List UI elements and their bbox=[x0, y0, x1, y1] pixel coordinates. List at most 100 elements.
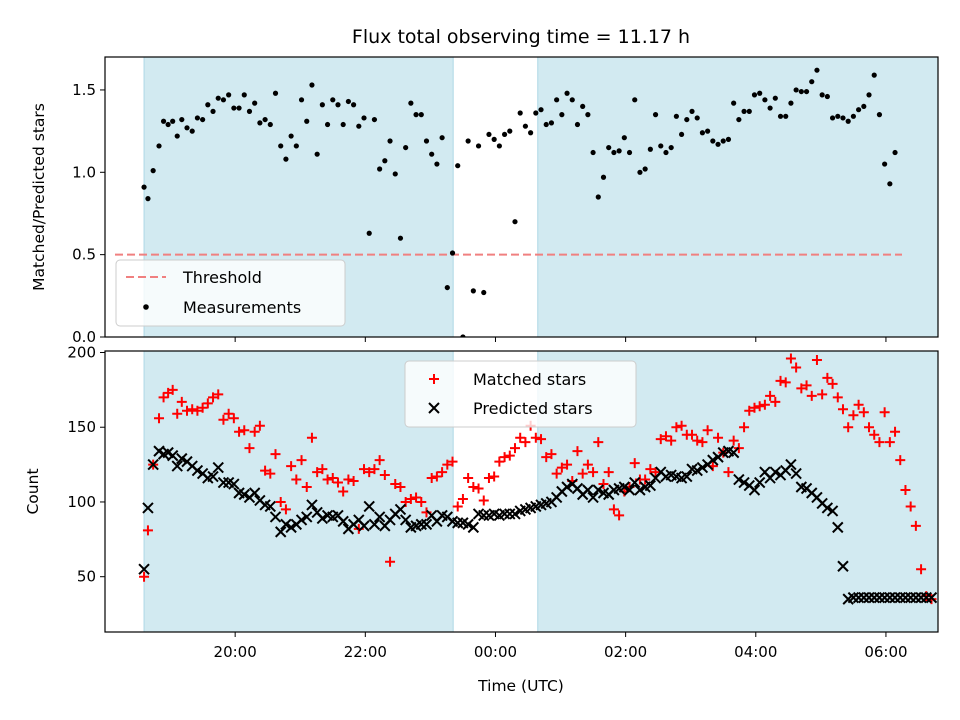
data-point bbox=[364, 467, 375, 478]
data-point bbox=[572, 446, 583, 457]
data-point bbox=[826, 505, 839, 517]
data-point bbox=[295, 514, 308, 526]
data-point bbox=[561, 481, 573, 493]
data-point bbox=[863, 591, 875, 604]
data-point bbox=[809, 79, 815, 85]
x-tick-label: 20:00 bbox=[214, 643, 257, 661]
data-point bbox=[217, 476, 230, 489]
data-point bbox=[577, 468, 588, 479]
data-point bbox=[753, 476, 766, 489]
data-point bbox=[806, 390, 817, 401]
data-point bbox=[803, 88, 810, 95]
data-point bbox=[749, 402, 760, 413]
data-point bbox=[416, 496, 427, 507]
data-point bbox=[418, 112, 424, 118]
data-point bbox=[509, 508, 521, 520]
data-point bbox=[733, 473, 745, 486]
data-point bbox=[814, 67, 820, 73]
data-point bbox=[343, 474, 354, 485]
data-point bbox=[306, 432, 317, 443]
data-point bbox=[618, 481, 631, 493]
data-point bbox=[176, 396, 187, 407]
data-point bbox=[793, 87, 799, 93]
data-point bbox=[728, 435, 739, 446]
y-tick-label: 50 bbox=[77, 568, 96, 586]
data-point bbox=[696, 461, 709, 474]
data-point bbox=[142, 502, 154, 514]
y-tick-label: 100 bbox=[67, 493, 96, 511]
data-point bbox=[673, 113, 679, 119]
data-point bbox=[848, 410, 859, 421]
data-point bbox=[415, 518, 427, 531]
data-point bbox=[187, 404, 198, 415]
data-point bbox=[699, 130, 706, 136]
data-point bbox=[262, 116, 268, 123]
data-point bbox=[640, 474, 651, 485]
data-point bbox=[777, 113, 784, 119]
data-point bbox=[316, 512, 329, 525]
data-point bbox=[468, 482, 479, 493]
data-point bbox=[465, 138, 471, 144]
data-point bbox=[394, 503, 407, 516]
data-point bbox=[655, 434, 666, 445]
data-point bbox=[652, 112, 659, 118]
data-point bbox=[359, 464, 370, 475]
data-point bbox=[644, 479, 657, 492]
data-point bbox=[762, 97, 768, 103]
data-point bbox=[616, 148, 622, 154]
data-point bbox=[167, 384, 178, 395]
data-point bbox=[236, 105, 242, 111]
data-point bbox=[145, 196, 151, 202]
data-point bbox=[377, 166, 383, 172]
data-point bbox=[678, 131, 685, 138]
data-point bbox=[788, 100, 794, 106]
data-point bbox=[358, 520, 370, 532]
data-point bbox=[340, 121, 346, 128]
data-point bbox=[447, 456, 458, 467]
data-point bbox=[731, 100, 737, 106]
data-point bbox=[327, 473, 338, 484]
data-point bbox=[629, 458, 640, 469]
data-point bbox=[457, 493, 468, 504]
legend-threshold-label: Threshold bbox=[182, 268, 262, 287]
data-point bbox=[770, 396, 781, 407]
data-point bbox=[598, 479, 609, 490]
data-point bbox=[827, 378, 838, 389]
data-point bbox=[272, 90, 279, 96]
shaded-span-0 bbox=[143, 351, 454, 632]
y-axis-label: Matched/Predicted stars bbox=[30, 103, 48, 291]
data-point bbox=[765, 390, 776, 401]
data-point bbox=[139, 571, 150, 582]
data-point bbox=[509, 443, 520, 454]
data-point bbox=[929, 0, 934, 3]
data-point bbox=[348, 476, 359, 487]
data-point bbox=[504, 508, 516, 520]
data-point bbox=[634, 484, 646, 496]
data-point bbox=[176, 452, 188, 465]
data-point bbox=[197, 402, 208, 413]
data-point bbox=[368, 518, 381, 531]
data-point bbox=[587, 491, 599, 504]
data-point bbox=[835, 113, 841, 119]
data-point bbox=[541, 452, 552, 463]
legend: Threshold Measurements bbox=[115, 259, 346, 327]
x-axis-label: Time (UTC) bbox=[477, 677, 564, 695]
data-point bbox=[785, 353, 796, 364]
x-tick-label: 00:00 bbox=[474, 643, 517, 661]
data-point bbox=[754, 401, 765, 412]
data-point bbox=[767, 105, 773, 111]
data-point bbox=[280, 504, 291, 515]
data-point bbox=[864, 422, 875, 433]
data-point bbox=[637, 169, 643, 175]
data-point bbox=[671, 422, 682, 433]
shaded-span-1 bbox=[537, 57, 938, 337]
data-point bbox=[269, 511, 282, 523]
data-point bbox=[772, 95, 778, 101]
data-point bbox=[385, 556, 396, 567]
data-point bbox=[437, 467, 448, 478]
data-point bbox=[894, 591, 906, 604]
y-tick-label: 0.0 bbox=[72, 328, 96, 346]
data-point bbox=[924, 0, 929, 3]
data-point bbox=[821, 502, 834, 514]
